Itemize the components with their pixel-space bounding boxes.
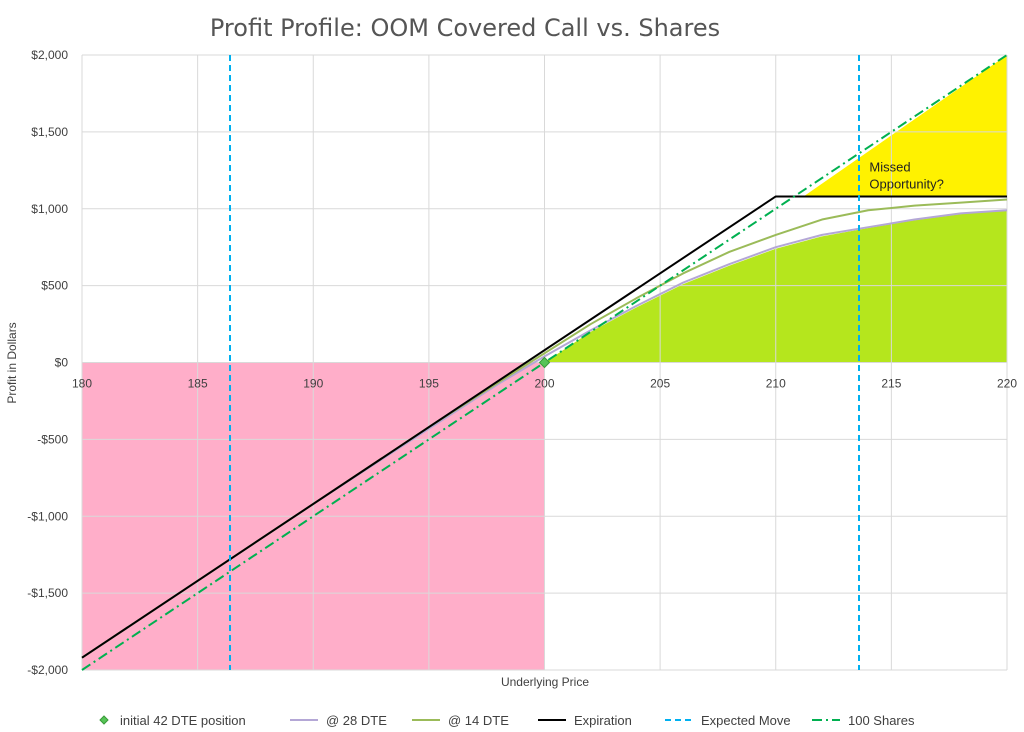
missed-opportunity-annotation: Missed Opportunity?	[869, 160, 943, 192]
legend-label: Expiration	[574, 713, 632, 728]
legend-label: Expected Move	[701, 713, 791, 728]
gridlines	[81, 54, 1008, 671]
y-tick-label: -$1,500	[27, 586, 68, 600]
y-tick-label: $500	[41, 279, 68, 293]
x-tick-label: 195	[419, 377, 439, 391]
legend-marker-initial	[99, 715, 109, 725]
x-tick-label: 190	[303, 377, 323, 391]
x-axis-title: Underlying Price	[501, 675, 589, 689]
x-tick-label: 180	[72, 377, 92, 391]
annotations: Missed Opportunity?	[869, 160, 943, 192]
y-tick-label: $2,000	[31, 48, 68, 62]
annotation-line: Opportunity?	[869, 177, 943, 192]
x-tick-labels: 180 185 190 195 200 205 210 215 220	[72, 377, 1017, 391]
x-tick-label: 220	[997, 377, 1017, 391]
chart-title: Profit Profile: OOM Covered Call vs. Sha…	[210, 14, 720, 42]
y-tick-label: $0	[55, 356, 69, 370]
x-tick-label: 205	[650, 377, 670, 391]
legend-label: @ 14 DTE	[448, 713, 509, 728]
initial-position-marker	[538, 356, 551, 369]
x-tick-label: 200	[534, 377, 554, 391]
legend-label: initial 42 DTE position	[120, 713, 246, 728]
y-tick-label: -$500	[37, 432, 68, 446]
y-axis-title: Profit in Dollars	[5, 322, 19, 403]
y-tick-labels: -$2,000 -$1,500 -$1,000 -$500 $0 $500 $1,000 $1…	[27, 48, 68, 677]
legend-label: 100 Shares	[848, 713, 915, 728]
missed-opportunity-area	[803, 55, 1007, 197]
legend-label: @ 28 DTE	[326, 713, 387, 728]
series-lines	[81, 54, 1008, 671]
y-tick-label: -$2,000	[27, 663, 68, 677]
y-tick-label: $1,000	[31, 202, 68, 216]
y-tick-label: -$1,000	[27, 509, 68, 523]
x-tick-label: 215	[881, 377, 901, 391]
y-tick-label: $1,500	[31, 125, 68, 139]
x-tick-label: 210	[766, 377, 786, 391]
series-expiration-line	[81, 195, 1007, 659]
annotation-line: Missed	[869, 160, 910, 175]
x-tick-label: 185	[188, 377, 208, 391]
legend: initial 42 DTE position @ 28 DTE @ 14 DTE E…	[99, 713, 915, 728]
